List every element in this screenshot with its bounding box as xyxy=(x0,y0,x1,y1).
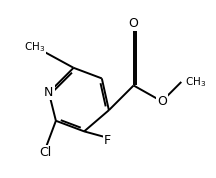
Text: Cl: Cl xyxy=(39,146,51,159)
Text: O: O xyxy=(157,95,167,108)
Text: F: F xyxy=(103,134,111,147)
Text: $\mathregular{CH_3}$: $\mathregular{CH_3}$ xyxy=(185,75,206,89)
Text: O: O xyxy=(129,17,138,30)
Text: N: N xyxy=(44,86,54,99)
Text: $\mathregular{CH_3}$: $\mathregular{CH_3}$ xyxy=(24,40,45,54)
